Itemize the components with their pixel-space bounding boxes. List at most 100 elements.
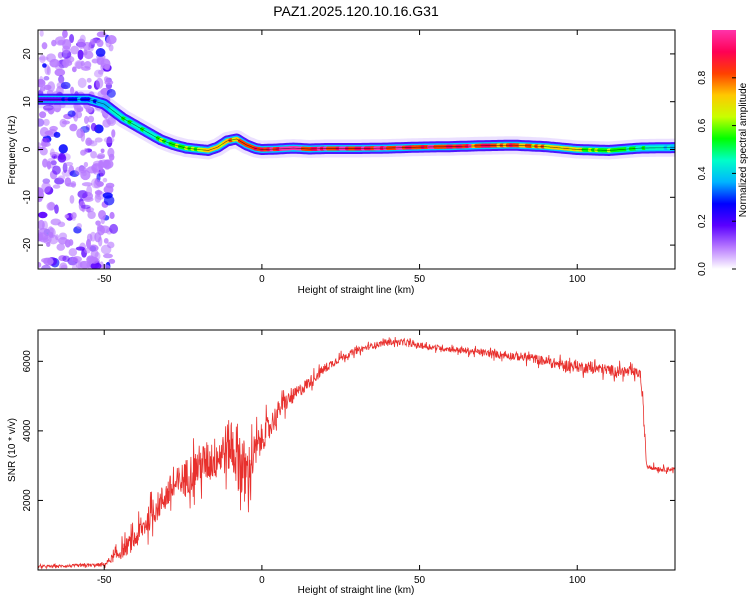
noise-blob bbox=[64, 214, 69, 219]
noise-blob bbox=[94, 137, 103, 143]
noise-blob bbox=[70, 86, 75, 95]
noise-blob bbox=[58, 232, 68, 240]
noise-blob bbox=[59, 262, 68, 269]
noise-blob bbox=[78, 200, 86, 212]
noise-blob bbox=[107, 147, 115, 158]
noise-blob bbox=[38, 146, 45, 152]
noise-blob bbox=[69, 123, 78, 132]
colorbar-tick-label: 0.8 bbox=[697, 70, 708, 84]
noise-blob bbox=[38, 142, 42, 147]
x-tick-label: 0 bbox=[259, 575, 265, 586]
noise-blob bbox=[46, 242, 51, 247]
noise-blob bbox=[96, 189, 101, 198]
noise-blob bbox=[44, 130, 54, 136]
noise-blob bbox=[50, 160, 57, 166]
x-tick-label: 0 bbox=[259, 274, 265, 285]
snr-ticks: -50 0 50 100 2000 4000 6000 bbox=[22, 330, 675, 586]
noise-blob bbox=[90, 262, 102, 269]
noise-blob bbox=[77, 38, 86, 49]
noise-blob bbox=[43, 118, 50, 126]
snr-panel: -50 0 50 100 2000 4000 6000 Height of straight… bbox=[7, 329, 676, 596]
noise-blob bbox=[65, 161, 74, 166]
noise-blob bbox=[68, 248, 78, 257]
noise-blob bbox=[46, 202, 56, 211]
noise-blob bbox=[69, 34, 75, 44]
ridge-center-line bbox=[38, 98, 675, 151]
noise-blob bbox=[52, 165, 61, 175]
noise-blob bbox=[55, 63, 63, 71]
noise-blob bbox=[75, 261, 83, 269]
noise-blob bbox=[87, 85, 92, 90]
noise-blob bbox=[111, 129, 116, 138]
noise-blob bbox=[100, 216, 105, 225]
noise-blob bbox=[71, 256, 82, 263]
snr-content bbox=[38, 336, 675, 570]
noise-blob bbox=[103, 253, 113, 259]
y-tick-label: 0 bbox=[22, 146, 33, 152]
snr-y-axis-label: SNR (10 * v/v) bbox=[7, 418, 18, 482]
noise-blob bbox=[76, 128, 84, 139]
noise-blob bbox=[62, 57, 69, 69]
noise-blob bbox=[100, 148, 105, 154]
spectrogram-ticks: -50 0 50 100 -20 -10 0 10 20 bbox=[22, 30, 675, 285]
noise-blob bbox=[38, 219, 45, 230]
noise-blob bbox=[84, 61, 92, 69]
noise-blob bbox=[86, 139, 95, 145]
noise-blob bbox=[96, 56, 105, 65]
noise-blob bbox=[93, 179, 102, 189]
noise-blob bbox=[43, 84, 52, 91]
noise-blob bbox=[48, 231, 54, 238]
noise-blob bbox=[103, 136, 115, 144]
noise-blob bbox=[105, 38, 112, 48]
noise-blob bbox=[89, 38, 95, 45]
noise-blob bbox=[96, 31, 107, 38]
noise-blob bbox=[42, 158, 48, 168]
y-tick-label: 10 bbox=[22, 96, 33, 108]
noise-blob bbox=[75, 61, 83, 69]
noise-blob bbox=[108, 258, 116, 264]
noise-blob bbox=[87, 210, 96, 220]
noise-blob bbox=[39, 76, 44, 85]
spectrogram-x-axis-label: Height of straight line (km) bbox=[298, 285, 415, 296]
colorbar-tick-label: 0.4 bbox=[697, 166, 708, 180]
noise-blob bbox=[90, 38, 98, 45]
noise-blob bbox=[95, 77, 104, 89]
noise-blob bbox=[97, 153, 106, 159]
noise-blob bbox=[54, 204, 59, 214]
noise-blob bbox=[95, 48, 106, 57]
y-tick-label: 6000 bbox=[22, 350, 33, 373]
noise-blob bbox=[76, 223, 82, 229]
noise-blob bbox=[62, 39, 72, 50]
noise-blob bbox=[93, 69, 104, 78]
noise-blob bbox=[69, 194, 75, 204]
noise-blob bbox=[62, 255, 70, 262]
noise-blob bbox=[38, 79, 45, 85]
noise-blob bbox=[67, 110, 76, 117]
noise-blob bbox=[38, 56, 49, 61]
colorbar-ticks: 0.0 0.2 0.4 0.6 0.8 bbox=[697, 70, 736, 276]
noise-blob bbox=[109, 223, 119, 234]
noise-blob bbox=[38, 118, 45, 127]
noise-blob bbox=[102, 177, 108, 183]
noise-blob bbox=[49, 125, 58, 132]
noise-blob bbox=[95, 220, 101, 226]
noise-blob bbox=[71, 212, 77, 219]
noise-blob bbox=[75, 111, 83, 119]
figure-title: PAZ1.2025.120.10.16.G31 bbox=[273, 3, 439, 19]
spectrogram-y-axis-label: Frequency (Hz) bbox=[7, 116, 18, 185]
noise-blob bbox=[53, 131, 61, 138]
noise-blob bbox=[57, 154, 67, 163]
noise-blob bbox=[39, 111, 47, 119]
noise-blob bbox=[88, 244, 99, 252]
noise-blob bbox=[90, 122, 97, 132]
noise-blob bbox=[81, 182, 93, 187]
colorbar-gradient bbox=[712, 30, 736, 269]
noise-blob bbox=[98, 236, 103, 247]
noise-blob bbox=[38, 261, 42, 268]
colorbar-label: Normalized spectral amplitude bbox=[738, 82, 749, 217]
noise-blob bbox=[94, 124, 104, 134]
noise-blob bbox=[98, 168, 106, 177]
noise-blob bbox=[85, 106, 93, 113]
noise-blob bbox=[46, 157, 57, 169]
